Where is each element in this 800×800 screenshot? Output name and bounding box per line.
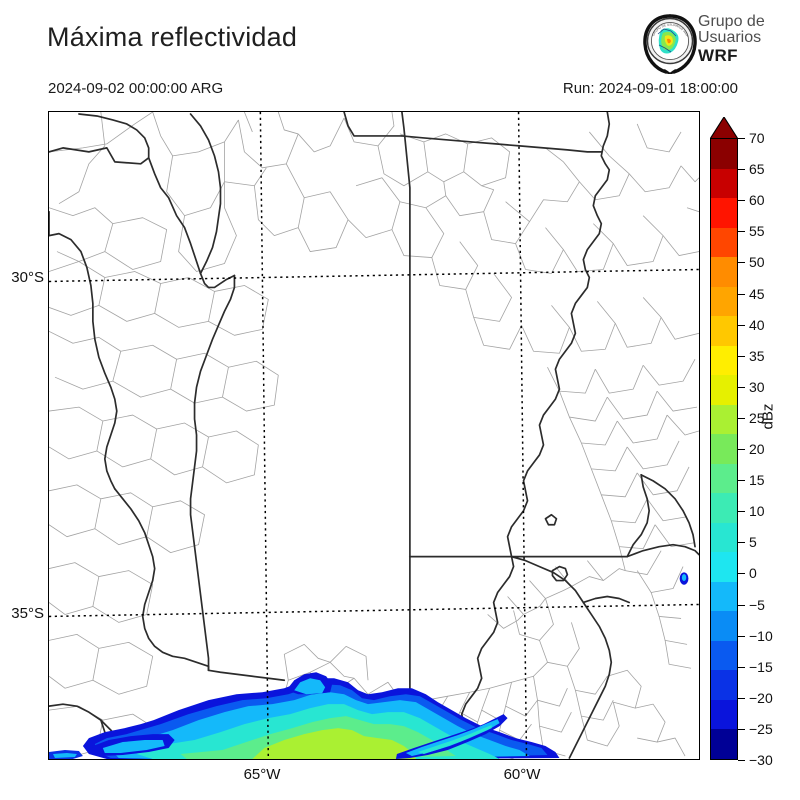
- lat-label-30S: 30°S: [11, 269, 44, 286]
- colorbar-tick: [738, 138, 745, 139]
- logo-line-2: Usuarios: [698, 29, 762, 47]
- colorbar-extend-arrow-icon: [710, 117, 738, 139]
- logo-line-1: Grupo de: [698, 13, 765, 30]
- colorbar-band: [711, 640, 737, 671]
- colorbar-tick: [738, 666, 745, 668]
- colorbar-band: [711, 611, 737, 641]
- colorbar-tick: [738, 760, 745, 761]
- lon-label-65W: 65°W: [243, 766, 281, 783]
- colorbar-tick: [738, 386, 745, 388]
- colorbar-band: [711, 581, 737, 612]
- echo-isolated-coastal-core: [681, 574, 687, 581]
- echo-west-tail-inner: [102, 740, 165, 754]
- colorbar-band: [711, 404, 737, 435]
- colorbar-tick-label: 70: [749, 130, 765, 146]
- colorbar-band: [711, 670, 737, 700]
- colorbar-tick: [738, 604, 745, 606]
- echo-southern-line-mid: [405, 719, 500, 757]
- colorbar-band: [711, 168, 737, 199]
- colorbar-tick-label: −5: [749, 596, 765, 613]
- valid-time-label: 2024-09-02 00:00:00 ARG: [48, 80, 224, 97]
- lon-label-60W: 60°W: [503, 766, 541, 783]
- run-time-label: Run: 2024-09-01 18:00:00: [562, 80, 738, 97]
- colorbar-tick-label: 30: [749, 378, 765, 395]
- wrf-user-group-logo: GRUPO DE USUARIOS WRF Grupo de Usuarios …: [640, 12, 795, 74]
- colorbar-band: [711, 198, 737, 228]
- colorbar-tick-label: 50: [749, 254, 765, 271]
- colorbar-tick: [738, 449, 745, 450]
- echo-north-bump-inner: [294, 678, 326, 695]
- colorbar-tick: [738, 293, 745, 295]
- colorbar-tick-label: −25: [749, 720, 773, 737]
- colorbar-band: [711, 522, 737, 553]
- colorbar-tick-label: 10: [749, 503, 765, 520]
- logo-line-3: WRF: [698, 45, 738, 65]
- colorbar-tick: [738, 480, 745, 482]
- reflectivity-map: [49, 112, 699, 759]
- echo-southern-line-core: [417, 725, 492, 755]
- colorbar-tick-label: 15: [749, 472, 765, 489]
- colorbar-tick-label: 0: [749, 565, 757, 582]
- colorbar-band: [711, 257, 737, 287]
- graticule-lat-30S: [49, 268, 699, 283]
- colorbar-band: [711, 463, 737, 494]
- colorbar-tick: [738, 542, 745, 544]
- colorbar-tick-label: −15: [749, 658, 773, 675]
- colorbar-tick: [738, 231, 745, 233]
- colorbar-bands: [710, 138, 738, 760]
- colorbar-tick: [738, 262, 745, 264]
- echo-yellowgreen-core: [252, 728, 416, 759]
- colorbar-tick: [738, 697, 745, 699]
- province-boundaries: [49, 112, 699, 759]
- colorbar-tick-label: −30: [749, 752, 773, 768]
- colorbar-band: [711, 227, 737, 258]
- colorbar-tick: [738, 417, 745, 419]
- page-title: Máxima reflectividad: [47, 22, 298, 52]
- colorbar-unit-label: dBz: [759, 403, 777, 430]
- colorbar-band: [711, 286, 737, 317]
- colorbar-band: [711, 139, 737, 169]
- colorbar-tick-label: 35: [749, 347, 765, 364]
- colorbar-tick-label: 5: [749, 534, 757, 551]
- colorbar-tick-label: 40: [749, 316, 765, 333]
- graticule-lat-35S: [49, 603, 699, 618]
- department-boundaries: [49, 112, 699, 759]
- logo-text-block: Grupo de Usuarios WRF: [698, 13, 765, 65]
- globe-emblem-icon: GRUPO DE USUARIOS WRF: [643, 14, 697, 74]
- colorbar-tick: [738, 200, 745, 202]
- colorbar-tick: [738, 573, 745, 575]
- colorbar-tick: [738, 169, 745, 171]
- colorbar-tick-label: 45: [749, 285, 765, 302]
- colorbar-band: [711, 493, 737, 523]
- lat-label-35S: 35°S: [11, 605, 44, 622]
- reflectivity-colorbar[interactable]: [710, 117, 738, 760]
- colorbar-tick-label: −20: [749, 689, 773, 706]
- colorbar-tick-label: −10: [749, 627, 773, 644]
- colorbar-tick: [738, 355, 745, 357]
- colorbar-tick: [738, 635, 745, 637]
- echo-bottom-left-sliver-inner: [52, 753, 77, 759]
- colorbar-tick: [738, 511, 745, 513]
- graticule-lon-65W: [259, 112, 270, 759]
- colorbar-tick: [738, 728, 745, 730]
- colorbar-band: [711, 345, 737, 376]
- colorbar-band: [711, 729, 737, 759]
- colorbar-band: [711, 316, 737, 346]
- colorbar-tick-label: 55: [749, 223, 765, 240]
- colorbar-tick-label: 65: [749, 161, 765, 178]
- reflectivity-field: [49, 572, 689, 759]
- colorbar-band: [711, 375, 737, 405]
- colorbar-tick: [738, 324, 745, 326]
- colorbar-tick-label: 20: [749, 441, 765, 457]
- colorbar-tick-group: 70 65 60 55 50 45 40 35 30 25 20 15 10 5 0 −5 −10 −15 −20−…: [738, 0, 798, 800]
- graticule: [49, 112, 699, 759]
- colorbar-band: [711, 552, 737, 582]
- colorbar-tick-label: 60: [749, 192, 765, 209]
- map-plot-area[interactable]: [48, 111, 700, 760]
- colorbar-band: [711, 434, 737, 464]
- colorbar-band: [711, 699, 737, 730]
- graticule-lon-60W: [517, 112, 528, 759]
